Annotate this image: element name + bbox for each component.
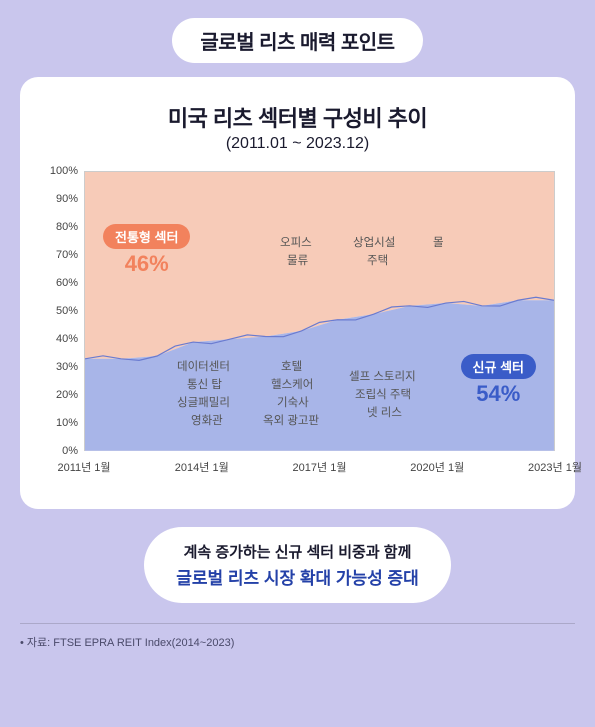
- trad-item-office: 오피스: [280, 234, 312, 250]
- new-item-netlease: 넷 리스: [367, 404, 402, 420]
- y-tick: 80%: [56, 221, 78, 233]
- y-tick: 90%: [56, 193, 78, 205]
- y-tick: 100%: [50, 165, 78, 177]
- chart-area: 0%10%20%30%40%50%60%70%80%90%100% 전통형 섹터…: [40, 171, 555, 491]
- x-tick: 2017년 1월: [293, 459, 347, 475]
- new-item-hotel: 호텔: [281, 358, 302, 374]
- x-tick: 2014년 1월: [175, 459, 229, 475]
- trad-item-logistics: 물류: [287, 252, 308, 268]
- plot-area: 전통형 섹터 46% 오피스 물류 상업시설 주택 몰 데이터센터 통신 탑 싱…: [84, 171, 555, 451]
- chart-subtitle: (2011.01 ~ 2023.12): [226, 135, 369, 153]
- y-tick: 10%: [56, 417, 78, 429]
- traditional-label: 전통형 섹터: [103, 224, 190, 249]
- new-item-cinema: 영화관: [191, 412, 223, 428]
- traditional-pct: 46%: [125, 251, 169, 277]
- new-badge: 신규 섹터 54%: [461, 354, 536, 407]
- y-tick: 70%: [56, 249, 78, 261]
- header-title: 글로벌 리츠 매력 포인트: [200, 26, 394, 55]
- trad-item-house: 주택: [367, 252, 388, 268]
- y-tick: 20%: [56, 389, 78, 401]
- new-item-datacenter: 데이터센터: [177, 358, 230, 374]
- area-svg: [85, 172, 554, 451]
- y-tick: 60%: [56, 277, 78, 289]
- new-item-dorm: 기숙사: [277, 394, 309, 410]
- x-tick: 2011년 1월: [57, 459, 110, 475]
- trad-item-retail: 상업시설: [353, 234, 395, 250]
- source-text: • 자료: FTSE EPRA REIT Index(2014~2023): [20, 634, 575, 650]
- new-item-outdoor: 옥외 광고판: [263, 412, 319, 428]
- y-tick: 50%: [56, 305, 78, 317]
- new-label: 신규 섹터: [461, 354, 536, 379]
- summary-pill: 계속 증가하는 신규 섹터 비중과 함께 글로벌 리츠 시장 확대 가능성 증대: [144, 527, 451, 603]
- new-item-telcotower: 통신 탑: [187, 376, 222, 392]
- header-pill: 글로벌 리츠 매력 포인트: [172, 18, 422, 63]
- summary-line2: 글로벌 리츠 시장 확대 가능성 증대: [176, 564, 419, 589]
- new-pct: 54%: [476, 381, 520, 407]
- traditional-badge: 전통형 섹터 46%: [103, 224, 190, 277]
- chart-card: 미국 리츠 섹터별 구성비 추이 (2011.01 ~ 2023.12) 0% 1…: [20, 77, 575, 509]
- new-item-health: 헬스케어: [271, 376, 313, 392]
- y-tick: 30%: [56, 361, 78, 373]
- x-axis: 2011년 1월2014년 1월2017년 1월2020년 1월2023년 1월: [84, 459, 555, 489]
- x-tick: 2020년 1월: [410, 459, 464, 475]
- new-item-modular: 조립식 주택: [355, 386, 411, 402]
- new-item-single: 싱글패밀리: [177, 394, 230, 410]
- trad-item-mall: 몰: [433, 234, 444, 250]
- source-row: • 자료: FTSE EPRA REIT Index(2014~2023): [20, 623, 575, 650]
- x-tick: 2023년 1월: [528, 459, 582, 475]
- new-item-selfstorage: 셀프 스토리지: [349, 368, 416, 384]
- y-tick: 0%: [62, 445, 78, 457]
- y-axis: 0%10%20%30%40%50%60%70%80%90%100%: [40, 171, 84, 451]
- chart-title: 미국 리츠 섹터별 구성비 추이: [168, 101, 427, 133]
- summary-line1: 계속 증가하는 신규 섹터 비중과 함께: [176, 541, 419, 562]
- source-label: 자료: FTSE EPRA REIT Index(2014~2023): [27, 637, 234, 649]
- y-tick: 40%: [56, 333, 78, 345]
